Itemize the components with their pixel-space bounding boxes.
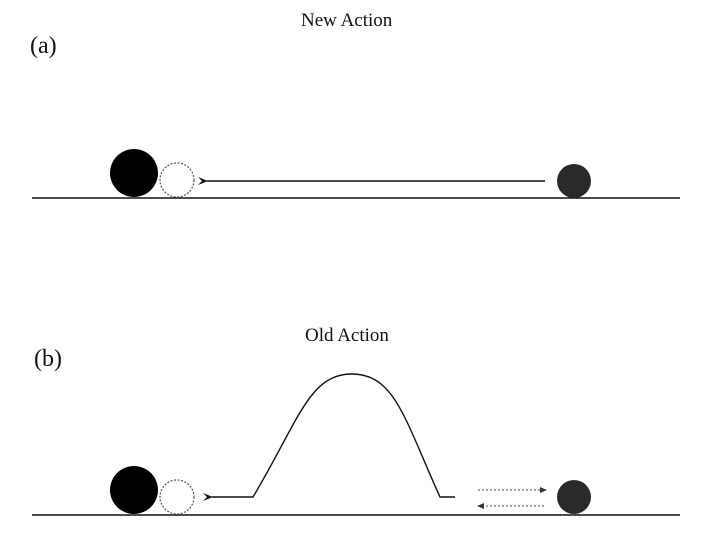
panel-b-trajectory-arch <box>203 373 455 501</box>
panel-a-label: (a) <box>30 33 57 59</box>
panel-b-title: Old Action <box>305 325 389 346</box>
panel-a-small-ball <box>557 164 591 198</box>
panel-b-ghost-ball <box>159 479 195 515</box>
panel-a-ghost-ball <box>159 162 195 198</box>
panel-b <box>32 373 680 516</box>
panel-a-title: New Action <box>301 10 393 31</box>
panel-b-small-ball <box>557 480 591 514</box>
panel-b-label: (b) <box>34 346 62 372</box>
panel-a <box>32 149 680 199</box>
panel-a-large-ball <box>110 149 158 197</box>
panel-b-large-ball <box>110 466 158 514</box>
